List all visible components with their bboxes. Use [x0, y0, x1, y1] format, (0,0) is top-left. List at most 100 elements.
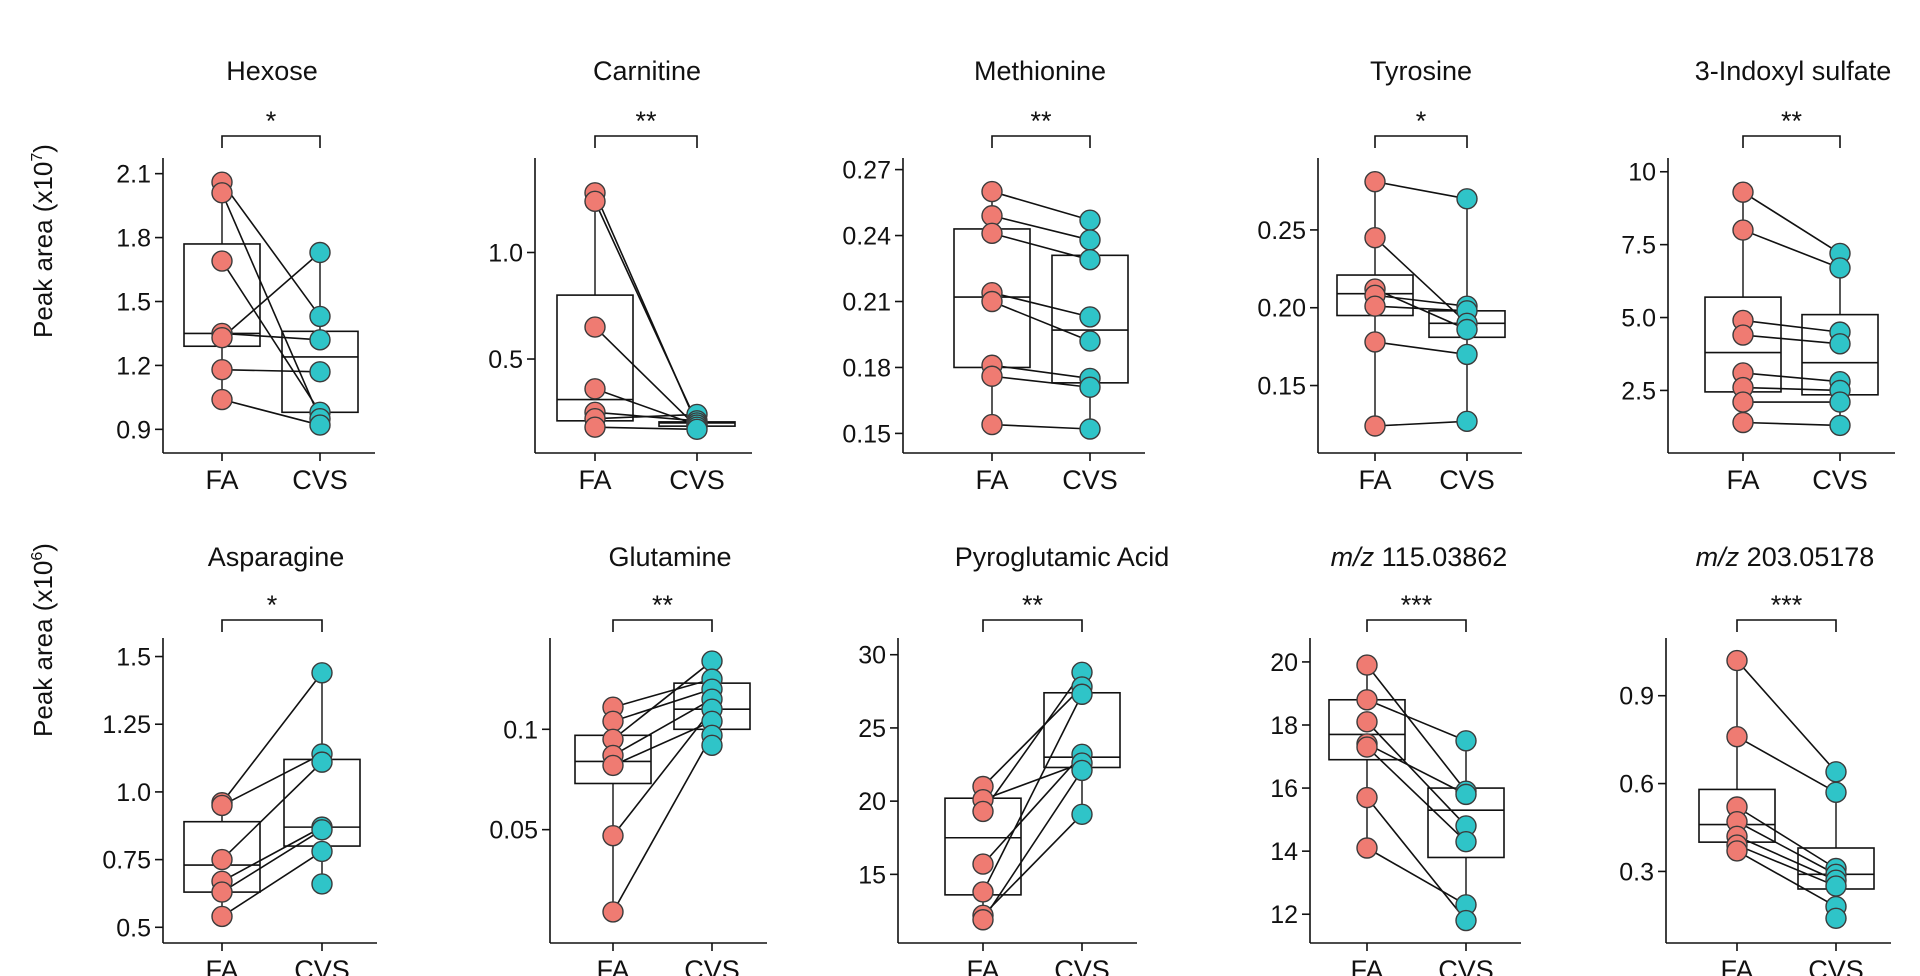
point-cvs — [1455, 909, 1477, 932]
point-fa — [1356, 736, 1378, 758]
point-cvs — [1455, 730, 1477, 752]
pair-line — [221, 251, 321, 339]
pair-line — [612, 660, 713, 740]
point-fa — [1732, 219, 1754, 241]
significance-stars: * — [267, 590, 278, 620]
pair-line — [221, 332, 321, 341]
point-cvs — [1456, 188, 1478, 210]
point-fa — [211, 358, 233, 381]
pair-line — [221, 192, 321, 420]
pair-line — [991, 190, 1091, 221]
significance-bracket — [1742, 135, 1841, 148]
point-fa — [1726, 726, 1748, 748]
point-fa — [1364, 226, 1386, 249]
panel-title: m/z 203.05178 — [1696, 542, 1875, 572]
y-tick-label: 0.15 — [1257, 373, 1306, 401]
point-cvs — [311, 751, 333, 773]
point-fa — [981, 180, 1003, 203]
pair-line — [1742, 386, 1841, 392]
point-fa — [211, 388, 233, 411]
point-cvs — [1079, 209, 1101, 231]
title-text: Glutamine — [608, 542, 731, 572]
point-fa — [972, 909, 994, 931]
y-tick-label: 20 — [1270, 649, 1298, 677]
point-fa — [602, 901, 624, 923]
y-tick-label: 20 — [858, 788, 886, 816]
point-cvs — [1071, 759, 1093, 782]
significance-bracket — [991, 135, 1091, 148]
pair-line — [991, 214, 1091, 241]
significance-stars: * — [266, 106, 277, 136]
point-fa — [584, 190, 606, 213]
pair-line — [982, 753, 1083, 865]
panel-3-indoxyl-sulfate: 3-Indoxyl sulfate ** 2.5 5.0 7.5 10 FA CVS — [1621, 56, 1895, 495]
x-tick-label: CVS — [1812, 465, 1868, 495]
title-italic-prefix: m/z — [1696, 542, 1747, 572]
pair-line — [991, 364, 1091, 380]
title-text: Hexose — [226, 56, 318, 86]
x-tick-label: CVS — [684, 955, 740, 976]
point-cvs — [309, 329, 331, 351]
title-text: 3-Indoxyl sulfate — [1695, 56, 1892, 86]
point-fa — [584, 416, 606, 438]
pair-line — [221, 829, 323, 893]
pair-line — [1736, 835, 1837, 881]
point-fa — [972, 800, 994, 823]
point-cvs — [1079, 376, 1101, 398]
point-fa — [211, 794, 233, 817]
point-fa — [1732, 181, 1754, 203]
pair-line — [982, 686, 1083, 788]
y-tick-label: 0.20 — [1257, 295, 1306, 323]
significance-bracket — [1374, 135, 1468, 148]
pair-line — [612, 678, 713, 708]
pair-line — [982, 671, 1083, 812]
point-cvs — [701, 650, 723, 672]
y-axis-label-top: Peak area (x107) — [28, 144, 58, 338]
pair-line — [982, 693, 1083, 893]
x-tick-label: FA — [975, 465, 1008, 495]
point-cvs — [1079, 418, 1101, 440]
title-text: Methionine — [974, 56, 1106, 86]
point-fa — [1356, 786, 1378, 809]
pair-line — [1742, 372, 1841, 383]
y-tick-label: 0.9 — [1619, 683, 1654, 711]
x-tick-label: FA — [1350, 955, 1383, 976]
pair-line — [1374, 237, 1468, 324]
pair-line — [1736, 660, 1837, 773]
y-tick-label: 0.21 — [842, 289, 891, 317]
point-cvs — [309, 241, 331, 264]
y-tick-label: 1.8 — [116, 225, 151, 253]
significance-stars: ** — [1030, 106, 1052, 136]
point-fa — [981, 365, 1003, 387]
y-tick-label: 2.5 — [1621, 377, 1656, 405]
y-tick-label: 16 — [1270, 775, 1298, 803]
y-tick-label: 0.1 — [503, 716, 538, 744]
panel-title: Asparagine — [208, 542, 345, 572]
point-cvs — [1456, 410, 1478, 433]
y-tick-label: 1.25 — [102, 711, 151, 739]
pair-line — [1736, 806, 1837, 870]
significance-stars: *** — [1771, 590, 1803, 620]
x-tick-label: FA — [966, 955, 999, 976]
x-tick-label: CVS — [669, 465, 725, 495]
point-fa — [1364, 295, 1386, 317]
point-fa — [211, 327, 233, 349]
pair-line — [221, 753, 323, 807]
point-fa — [584, 378, 606, 400]
pair-line — [612, 734, 713, 913]
pair-line — [594, 413, 698, 420]
significance-bracket — [221, 135, 321, 148]
y-tick-label: 0.05 — [489, 817, 538, 845]
title-text: Carnitine — [593, 56, 701, 86]
point-fa — [1732, 411, 1754, 434]
pair-line — [594, 426, 698, 431]
panel-glutamine: Glutamine ** 0.05 0.1 FA CVS — [489, 542, 767, 976]
y-tick-label: 0.3 — [1619, 858, 1654, 886]
significance-bracket — [612, 619, 713, 632]
significance-stars: ** — [652, 590, 674, 620]
pair-line — [612, 688, 713, 723]
point-cvs — [1079, 229, 1101, 251]
y-tick-label: 1.2 — [116, 352, 151, 380]
x-tick-label: CVS — [1808, 955, 1864, 976]
y-tick-label: 1.5 — [116, 289, 151, 317]
